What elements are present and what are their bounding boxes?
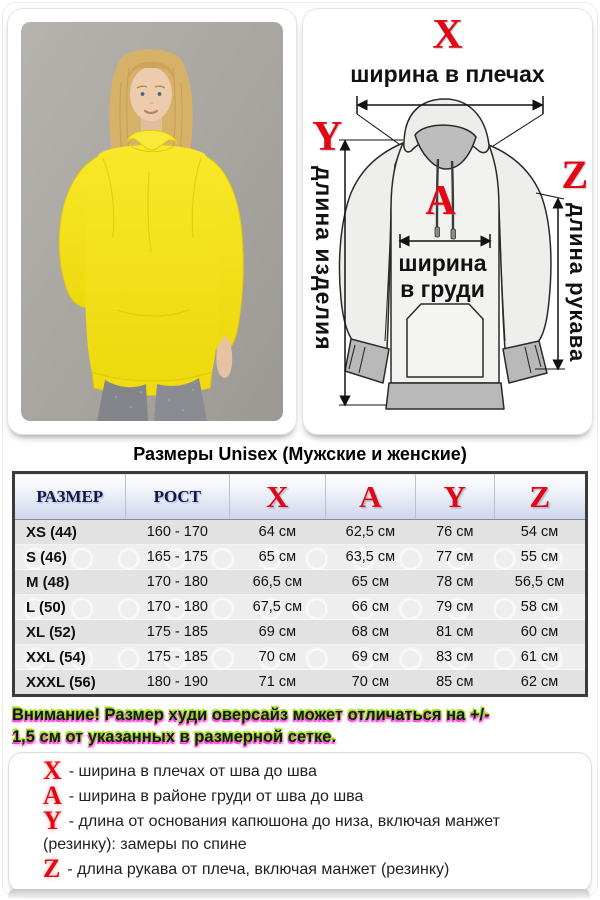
chest-width-line2: в груди [400, 276, 485, 302]
measurement-cell: 67,5 см [252, 599, 303, 615]
measurement-cell: 69 см [258, 624, 297, 640]
hoodie-diagram [338, 96, 565, 410]
measurement-cell: 165 - 175 [146, 549, 208, 565]
legend-item-z: Z - длина рукава от плеча, включая манжет… [43, 854, 575, 883]
size-table-title: Размеры Unisex (Мужские и женские) [133, 444, 467, 464]
size-cell: M (48) [26, 573, 70, 591]
measurement-cell: 55 см [520, 549, 559, 565]
chest-width-line1: ширина [398, 250, 487, 276]
legend-letter-x: X [43, 756, 62, 785]
legend-item-a: A - ширина в районе груди от шва до шва [43, 781, 575, 810]
legend-letter-y: Y [43, 806, 62, 835]
top-section: X ширина в плечах Y длина изделия Z длин… [0, 0, 600, 435]
size-cell: L (50) [26, 598, 66, 616]
measurement-cell: 71 см [258, 674, 297, 690]
column-header-size-label: РАЗМЕР [36, 486, 104, 506]
measurement-legend-card: X - ширина в плечах от шва до шва A - шири… [8, 752, 592, 892]
size-cell: XS (44) [26, 523, 77, 541]
legend-text-x: - ширина в плечах от шва до шва [68, 763, 317, 780]
column-header-z: Z [493, 472, 587, 520]
table-row: M (48) 170 - 180 66,5 см 65 см 78 см 56,5 см [13, 569, 587, 595]
legend-letter-z: Z [43, 854, 61, 883]
measurement-cell: 78 см [436, 574, 474, 590]
measurement-cell: 65 см [351, 574, 390, 590]
measurement-cell: 69 см [351, 649, 390, 665]
table-row: S (46) 165 - 175 65 см 63,5 см 77 см 55 см [13, 544, 587, 570]
measurement-cell: 85 см [436, 674, 474, 690]
product-photo [21, 22, 283, 421]
size-cell: XXL (54) [26, 648, 86, 666]
legend-item-y: Y- длина от основания капюшона до низа, … [43, 806, 575, 856]
product-photo-card [7, 8, 297, 435]
column-header-y: Y [415, 472, 494, 520]
size-table: РАЗМЕР РОСТ X A Y Z XS (44) 160 - 170 64 с… [12, 471, 588, 697]
legend-letter-a: A [43, 781, 62, 810]
measurement-cell: 160 - 170 [146, 524, 208, 540]
column-header-y-label: Y [443, 478, 466, 514]
column-header-a-label: A [359, 478, 382, 514]
column-header-size: РАЗМЕР [13, 472, 126, 520]
measurement-cell: 56,5 см [514, 574, 565, 590]
column-header-x-label: X [266, 478, 289, 514]
diagram-letter-x: X [432, 12, 463, 58]
legend-item-x: X - ширина в плечах от шва до шва [43, 756, 575, 785]
measurement-cell: 170 - 180 [146, 574, 208, 590]
diagram-label-item-length: длина изделия [311, 166, 337, 351]
legend-text-a: - ширина в районе груди от шва до шва [68, 788, 364, 805]
measurement-cell: 170 - 180 [146, 599, 208, 615]
measurement-cell: 180 - 190 [146, 674, 208, 690]
table-header-row: РАЗМЕР РОСТ X A Y Z [13, 472, 587, 520]
measurement-cell: 58 см [520, 599, 559, 615]
measurement-cell: 64 см [258, 524, 297, 540]
diagram-letter-a: A [425, 178, 456, 224]
measurement-cell: 63,5 см [345, 549, 396, 565]
legend-text-y: - длина от основания капюшона до низа, в… [43, 813, 500, 853]
column-header-height: РОСТ [124, 472, 230, 520]
size-cell: S (46) [26, 548, 67, 566]
column-header-z-label: Z [529, 478, 551, 514]
diagram-label-chest-width: ширина в груди [303, 250, 582, 302]
measurement-cell: 65 см [258, 549, 297, 565]
measurement-cell: 81 см [436, 624, 474, 640]
table-row: XXXL (56) 180 - 190 71 см 70 см 85 см 62 см [13, 669, 587, 696]
measurement-diagram-card: X ширина в плечах Y длина изделия Z длин… [302, 8, 593, 435]
table-row: XL (52) 175 - 185 69 см 68 см 81 см 60 см [13, 619, 587, 645]
table-row: XXL (54) 175 - 185 70 см 69 см 83 см 61 см [13, 644, 587, 670]
measurement-cell: 66 см [351, 599, 390, 615]
table-row: XS (44) 160 - 170 64 см 62,5 см 76 см 54 см [13, 519, 587, 545]
measurement-cell: 62 см [520, 674, 559, 690]
column-header-a: A [324, 472, 416, 520]
diagram-label-sleeve-length: длина рукава [565, 203, 590, 363]
size-cell: XL (52) [26, 623, 76, 641]
measurement-cell: 70 см [351, 674, 390, 690]
measurement-cell: 61 см [520, 649, 559, 665]
measurement-cell: 54 см [520, 524, 559, 540]
diagram-letter-y: Y [312, 114, 343, 160]
measurement-cell: 62,5 см [345, 524, 396, 540]
measurement-cell: 68 см [351, 624, 390, 640]
size-table-body: XS (44) 160 - 170 64 см 62,5 см 76 см 54 см S … [13, 519, 587, 696]
diagram-letter-z: Z [561, 152, 588, 197]
column-header-height-label: РОСТ [153, 486, 202, 506]
measurement-cell: 79 см [436, 599, 474, 615]
measurement-cell: 83 см [436, 649, 474, 665]
measurement-cell: 175 - 185 [146, 649, 208, 665]
measurement-cell: 76 см [436, 524, 474, 540]
measurement-cell: 77 см [436, 549, 474, 565]
measurement-cell: 70 см [258, 649, 297, 665]
measurement-cell: 175 - 185 [146, 624, 208, 640]
table-row: L (50) 170 - 180 67,5 см 66 см 79 см 58 см [13, 594, 587, 620]
size-cell: XXXL (56) [26, 673, 96, 691]
legend-text-z: - длина рукава от плеча, включая манжет … [67, 861, 450, 878]
size-warning-text: Внимание! Размер худи оверсайз может отл… [12, 706, 490, 746]
next-section-edge [8, 889, 590, 898]
column-header-x: X [229, 472, 326, 520]
diagram-label-shoulder-width: ширина в плечах [350, 61, 545, 87]
measurement-cell: 60 см [520, 624, 559, 640]
measurement-cell: 66,5 см [252, 574, 303, 590]
